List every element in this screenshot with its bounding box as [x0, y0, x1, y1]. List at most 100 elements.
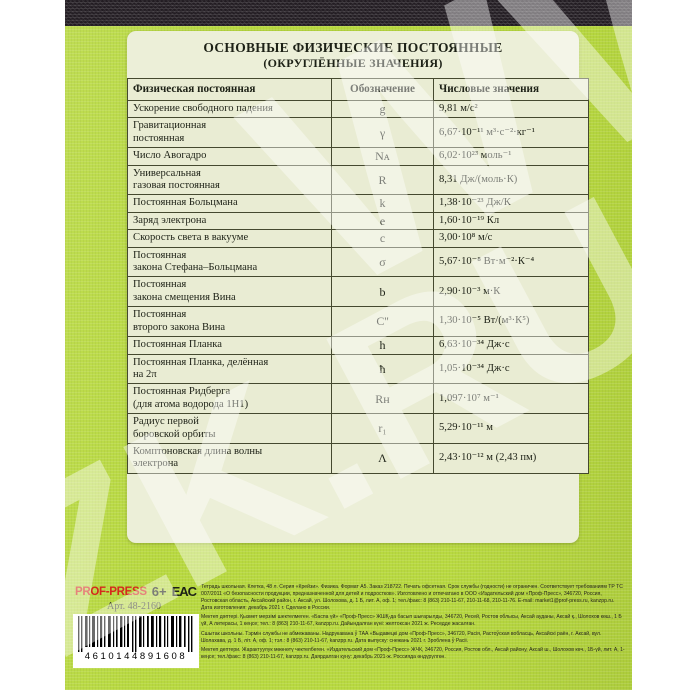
constant-name-line1: Универсальная	[133, 167, 201, 179]
cell-symbol: e	[331, 211, 434, 231]
constant-name-line1: Постоянная Ридберга	[133, 386, 231, 398]
cell-value: 1,097·10⁷ м⁻¹	[433, 383, 589, 415]
cell-symbol: c	[331, 229, 434, 248]
table-row: Универсальная газовая постоянная R 8,31 Дж/…	[127, 164, 589, 196]
constant-name-line1: Постоянная Планка, делённая	[133, 356, 269, 368]
column-header-symbol: Обозначение	[331, 78, 434, 101]
cell-value: 9,81 м/с²	[433, 99, 589, 119]
constant-name-line2: электрона	[133, 458, 179, 470]
cell-constant-name: Постоянная Больцмана	[127, 194, 332, 213]
constant-name-line1: Постоянная Больцмана	[133, 197, 238, 209]
cell-constant-name: Гравитационная постоянная	[127, 117, 332, 149]
cell-constant-name: Постоянная Планка, делённая на 2π	[127, 353, 332, 385]
cell-constant-name: Постоянная закона Стефана–Больцмана	[127, 246, 332, 278]
legal-imprint-text: Тетрадь школьная. Клетка, 48 л. Серия «К…	[201, 584, 625, 663]
table-row: Постоянная Ридберга (для атома водорода 1…	[127, 383, 589, 415]
brand-row: PROF-PRESS 6+ EAC	[75, 584, 197, 599]
table-head: Физическая постоянная Обозначение Числов…	[127, 78, 589, 101]
cell-symbol: k	[331, 194, 434, 213]
cell-value: 2,43·10⁻¹² м (2,43 пм)	[433, 442, 589, 474]
column-header-name: Физическая постоянная	[127, 78, 332, 101]
constants-table: Физическая постоянная Обозначение Числов…	[127, 78, 589, 474]
article-number: Арт. 48-2160	[106, 601, 162, 612]
constant-name-line1: Скорость света в вакууме	[133, 232, 249, 244]
table-header-row: Физическая постоянная Обозначение Числов…	[127, 78, 589, 101]
constant-name-line2: (для атома водорода 1Н1)	[133, 398, 249, 410]
photo-right-margin	[632, 0, 700, 700]
cell-constant-name: Постоянная второго закона Вина	[127, 306, 332, 338]
table-row: Постоянная Планка, делённая на 2π ħ 1,05·10…	[127, 353, 589, 385]
legal-paragraph-kk: Мектеп дәптері. Қызмет мерзімі шектелмег…	[201, 614, 622, 628]
constant-name-line1: Комптоновская длина волны	[133, 445, 263, 457]
constant-name-line1: Гравитационная	[133, 120, 207, 132]
constant-name-line1: Постоянная Планка	[133, 339, 222, 351]
table-row: Скорость света в вакууме c 3,00·10⁸ м/с	[127, 229, 589, 248]
cell-value: 1,38·10⁻²³ Дж/К	[433, 194, 589, 213]
panel-subtitle: (ОКРУГЛЁННЫЕ ЗНАЧЕНИЯ)	[263, 56, 443, 70]
cover-footer: PROF-PRESS 6+ EAC Арт. 48-2160	[65, 548, 632, 690]
table-row: Постоянная Больцмана k 1,38·10⁻²³ Дж/К	[127, 194, 589, 213]
table-row: Число Авогадро Nᴀ 6,02·10²³ моль⁻¹	[127, 147, 589, 166]
panel-title-block: ОСНОВНЫЕ ФИЗИЧЕСКИЕ ПОСТОЯННЫЕ (ОКРУГЛЁН…	[127, 31, 579, 76]
legal-paragraph-ru: Тетрадь школьная. Клетка, 48 л. Серия «К…	[201, 584, 623, 611]
constant-name-line2: боровской орбиты	[133, 428, 216, 440]
barcode-number: 4610144891608	[84, 651, 188, 662]
cell-value: 6,63·10⁻³⁴ Дж·с	[433, 336, 589, 355]
table-row: Постоянная второго закона Вина C'' 1,30·10⁻…	[127, 306, 589, 338]
cell-value: 6,67·10⁻¹¹ м³·с⁻²·кг⁻¹	[433, 117, 589, 149]
constant-name-line2: на 2π	[133, 368, 157, 380]
table-row: Ускорение свободного падения g 9,81 м/с²	[127, 99, 589, 119]
cell-value: 1,60·10⁻¹⁹ Кл	[433, 211, 589, 231]
brand-block: PROF-PRESS 6+ EAC Арт. 48-2160	[75, 584, 197, 612]
cell-constant-name: Универсальная газовая постоянная	[127, 164, 332, 196]
constant-name-line2: закона смещения Вина	[133, 291, 236, 303]
constant-name-line1: Постоянная	[133, 249, 187, 261]
cell-constant-name: Радиус первой боровской орбиты	[127, 413, 332, 444]
constant-name-line2: закона Стефана–Больцмана	[133, 262, 258, 274]
table-row: Заряд электрона e 1,60·10⁻¹⁹ Кл	[127, 211, 589, 231]
cell-value: 8,31 Дж/(моль·К)	[433, 164, 589, 196]
notebook-binding-strip	[65, 0, 632, 26]
table-row: Радиус первой боровской орбиты r₁ 5,29·10⁻¹…	[127, 413, 589, 444]
barcode-bars-icon	[78, 616, 193, 652]
cell-symbol: g	[331, 99, 434, 119]
photo-bottom-margin	[0, 690, 700, 700]
notebook-cover: ОСНОВНЫЕ ФИЗИЧЕСКИЕ ПОСТОЯННЫЕ (ОКРУГЛЁН…	[65, 0, 632, 690]
table-row: Постоянная закона Стефана–Больцмана σ 5,67·…	[127, 246, 589, 278]
constant-name-line1: Число Авогадро	[133, 150, 207, 162]
cell-symbol: γ	[331, 117, 434, 149]
cell-value: 5,67·10⁻⁸ Вт·м⁻²·К⁻⁴	[433, 246, 589, 278]
table-row: Комптоновская длина волны электрона Λ 2,43·…	[127, 442, 589, 474]
publisher-logo: PROF-PRESS	[75, 585, 147, 598]
constant-name-line1: Радиус первой	[133, 416, 199, 428]
cell-value: 1,30·10⁻⁵ Вт/(м³·К⁵)	[433, 306, 589, 338]
cell-symbol: b	[331, 276, 434, 308]
constant-name-line1: Постоянная	[133, 279, 187, 291]
table-body: Ускорение свободного падения g 9,81 м/с² Гр…	[127, 99, 589, 474]
cell-constant-name: Постоянная Планка	[127, 336, 332, 355]
cell-symbol: Nᴀ	[331, 147, 434, 166]
cell-value: 5,29·10⁻¹¹ м	[433, 413, 589, 444]
cell-symbol: Rн	[331, 383, 434, 415]
cell-symbol: Λ	[331, 442, 434, 474]
cell-value: 1,05·10⁻³⁴ Дж·с	[433, 353, 589, 385]
column-header-value: Числовые значения	[433, 78, 589, 101]
constant-name-line1: Ускорение свободного падения	[133, 103, 273, 114]
cell-constant-name: Число Авогадро	[127, 147, 332, 166]
age-rating-mark: 6+	[151, 584, 167, 599]
cell-symbol: R	[331, 164, 434, 196]
table-row: Постоянная Планка h 6,63·10⁻³⁴ Дж·с	[127, 336, 589, 355]
table-row: Постоянная закона смещения Вина b 2,90·10⁻³…	[127, 276, 589, 308]
eac-conformity-icon: EAC	[171, 584, 197, 599]
constant-name-line1: Заряд электрона	[133, 214, 207, 226]
cell-symbol: r₁	[331, 413, 434, 444]
legal-paragraph-be: Сшытак школьны. Тэрмін службы не абмежав…	[201, 630, 602, 644]
constant-name-line2: газовая постоянная	[133, 180, 220, 192]
constant-name-line2: постоянная	[133, 132, 185, 144]
cell-constant-name: Комптоновская длина волны электрона	[127, 442, 332, 474]
legal-paragraph-ky: Мектеп дептери. Жарактуулук мөөнөтү чект…	[201, 647, 625, 660]
physics-constants-panel: ОСНОВНЫЕ ФИЗИЧЕСКИЕ ПОСТОЯННЫЕ (ОКРУГЛЁН…	[127, 31, 589, 543]
constant-name-line1: Постоянная	[133, 309, 187, 321]
barcode: 4610144891608	[73, 614, 199, 668]
